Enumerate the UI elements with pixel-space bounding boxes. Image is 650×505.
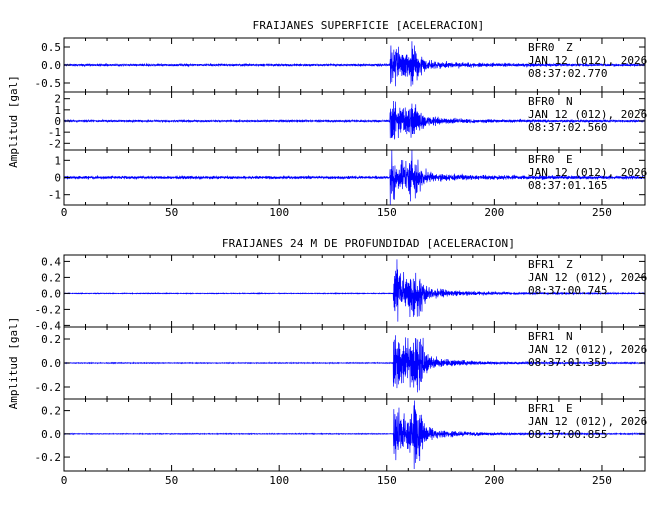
y-tick-label: -2 [48, 137, 61, 150]
station-code: BFR1 [528, 402, 555, 415]
y-tick-label: 0.0 [41, 428, 61, 441]
y-tick-label: -0.2 [35, 381, 62, 394]
y-tick-label: -0.5 [35, 77, 62, 90]
component-code: N [566, 95, 573, 108]
y-tick-label: 1 [54, 104, 61, 117]
series-line-bfr0-z [63, 41, 646, 87]
record-date: JAN 12 (012), 2026 [528, 166, 647, 179]
y-tick-label: 0 [54, 172, 61, 185]
series-line-bfr1-z [63, 259, 646, 322]
y-tick-label: -1 [48, 189, 61, 202]
y-tick-label: 0.5 [41, 41, 61, 54]
chart-group-1: FRAIJANES 24 M DE PROFUNDIDAD [ACELERACI… [7, 237, 647, 487]
station-code: BFR1 [528, 258, 555, 271]
component-code: Z [566, 258, 573, 271]
component-code: N [566, 330, 573, 343]
x-tick-label: 0 [61, 474, 68, 487]
series-line-bfr0-n [63, 101, 646, 141]
record-date: JAN 12 (012), 2026 [528, 343, 647, 356]
y-tick-label: -0.2 [35, 451, 62, 464]
record-time: 08:37:00.855 [528, 428, 607, 441]
y-tick-label: -0.2 [35, 303, 62, 316]
x-tick-label: 200 [484, 474, 504, 487]
chart-title: FRAIJANES SUPERFICIE [ACELERACION] [253, 19, 485, 32]
y-tick-label: 0.2 [41, 333, 61, 346]
x-tick-label: 250 [592, 206, 612, 219]
station-code: BFR1 [528, 330, 555, 343]
x-tick-label: 150 [377, 474, 397, 487]
record-date: JAN 12 (012), 2026 [528, 54, 647, 67]
component-code: E [566, 402, 573, 415]
component-code: Z [566, 41, 573, 54]
y-tick-label: -0.4 [35, 319, 62, 332]
record-time: 08:37:02.770 [528, 67, 607, 80]
x-tick-label: 200 [484, 206, 504, 219]
series-line-bfr1-n [63, 335, 646, 393]
y-tick-label: 1 [54, 154, 61, 167]
x-tick-label: 50 [165, 474, 178, 487]
y-tick-label: 0.0 [41, 287, 61, 300]
y-tick-label: 0 [54, 115, 61, 128]
panel-frame [63, 398, 646, 472]
x-tick-label: 0 [61, 206, 68, 219]
record-time: 08:37:02.560 [528, 121, 607, 134]
y-tick-label: 0.4 [41, 255, 61, 268]
x-tick-label: 100 [269, 206, 289, 219]
station-code: BFR0 [528, 95, 555, 108]
y-axis-label: Amplitud [gal] [7, 75, 20, 168]
station-code: BFR0 [528, 41, 555, 54]
series-line-bfr1-e [63, 400, 646, 470]
y-tick-label: 0.2 [41, 271, 61, 284]
y-tick-label: -1 [48, 126, 61, 139]
y-tick-label: 0.0 [41, 59, 61, 72]
record-date: JAN 12 (012), 2026 [528, 415, 647, 428]
series-line-bfr0-e [63, 150, 646, 205]
y-axis-label: Amplitud [gal] [7, 317, 20, 410]
x-tick-label: 150 [377, 206, 397, 219]
x-tick-label: 100 [269, 474, 289, 487]
record-date: JAN 12 (012), 2026 [528, 271, 647, 284]
y-tick-label: 0.2 [41, 405, 61, 418]
record-time: 08:37:00.745 [528, 284, 607, 297]
record-time: 08:37:01.355 [528, 356, 607, 369]
x-tick-label: 250 [592, 474, 612, 487]
component-code: E [566, 153, 573, 166]
chart-group-0: FRAIJANES SUPERFICIE [ACELERACION] Amplit… [7, 19, 647, 219]
y-tick-label: 2 [54, 93, 61, 106]
record-date: JAN 12 (012), 2026 [528, 108, 647, 121]
record-time: 08:37:01.165 [528, 179, 607, 192]
x-tick-label: 50 [165, 206, 178, 219]
chart-title: FRAIJANES 24 M DE PROFUNDIDAD [ACELERACI… [222, 237, 515, 250]
y-tick-label: 0.0 [41, 357, 61, 370]
station-code: BFR0 [528, 153, 555, 166]
